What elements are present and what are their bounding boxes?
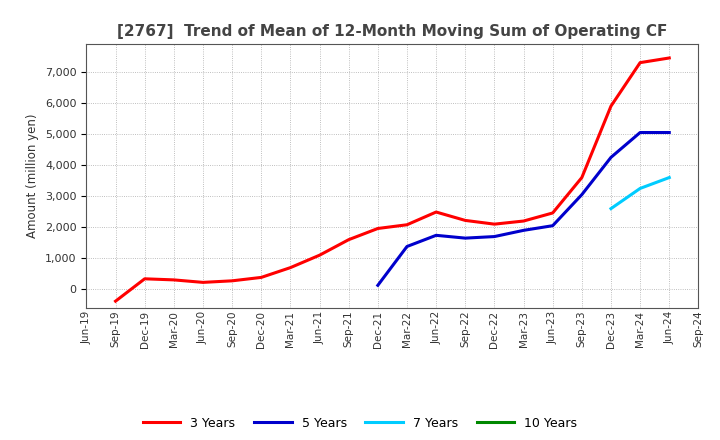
5 Years <box>490 234 499 239</box>
Line: 3 Years: 3 Years <box>115 58 670 301</box>
3 Years <box>549 210 557 216</box>
Y-axis label: Amount (million yen): Amount (million yen) <box>27 114 40 238</box>
3 Years <box>140 276 149 282</box>
3 Years <box>607 103 616 109</box>
5 Years <box>577 192 586 197</box>
3 Years <box>257 275 266 280</box>
5 Years <box>607 155 616 160</box>
3 Years <box>315 253 324 258</box>
3 Years <box>169 277 178 282</box>
5 Years <box>461 235 469 241</box>
5 Years <box>374 282 382 288</box>
3 Years <box>519 218 528 224</box>
Line: 5 Years: 5 Years <box>378 132 670 285</box>
5 Years <box>636 130 644 135</box>
3 Years <box>286 265 294 270</box>
3 Years <box>636 60 644 65</box>
3 Years <box>665 55 674 61</box>
3 Years <box>344 237 353 242</box>
3 Years <box>490 221 499 227</box>
3 Years <box>402 222 411 227</box>
Line: 7 Years: 7 Years <box>611 178 670 209</box>
3 Years <box>577 175 586 180</box>
3 Years <box>374 226 382 231</box>
5 Years <box>519 228 528 233</box>
5 Years <box>665 130 674 135</box>
3 Years <box>228 278 236 283</box>
3 Years <box>432 209 441 215</box>
7 Years <box>636 186 644 191</box>
3 Years <box>461 218 469 223</box>
Title: [2767]  Trend of Mean of 12-Month Moving Sum of Operating CF: [2767] Trend of Mean of 12-Month Moving … <box>117 24 667 39</box>
Legend: 3 Years, 5 Years, 7 Years, 10 Years: 3 Years, 5 Years, 7 Years, 10 Years <box>139 413 581 434</box>
7 Years <box>665 175 674 180</box>
3 Years <box>111 298 120 304</box>
7 Years <box>607 206 616 211</box>
5 Years <box>432 233 441 238</box>
3 Years <box>199 280 207 285</box>
5 Years <box>549 223 557 228</box>
5 Years <box>402 244 411 249</box>
